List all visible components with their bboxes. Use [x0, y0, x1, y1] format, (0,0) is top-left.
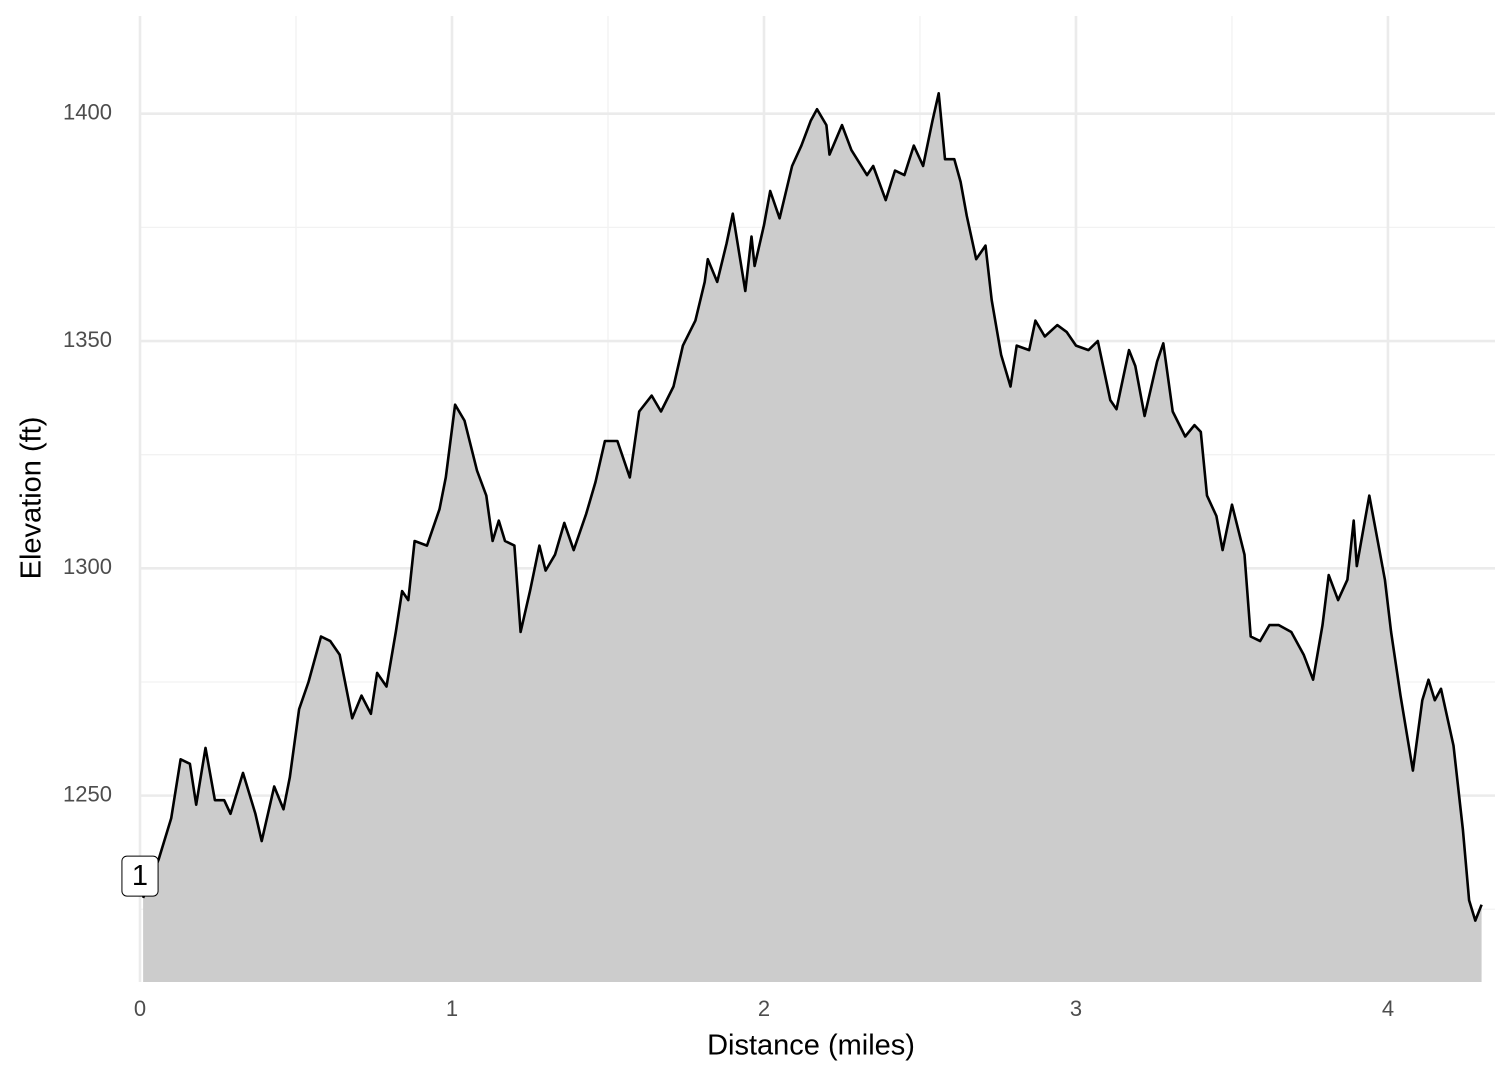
x-tick-label: 2 — [758, 996, 770, 1021]
x-tick-label: 0 — [134, 996, 146, 1021]
elevation-line — [141, 92, 1483, 922]
y-tick-label: 1350 — [63, 327, 112, 352]
y-tick-label: 1300 — [63, 554, 112, 579]
x-axis-title: Distance (miles) — [707, 1030, 915, 1062]
x-tick-label: 1 — [446, 996, 458, 1021]
x-tick-label: 4 — [1382, 996, 1394, 1021]
y-tick-label: 1250 — [63, 781, 112, 806]
y-tick-label: 1400 — [63, 100, 112, 125]
x-tick-label: 3 — [1070, 996, 1082, 1021]
annotation-box — [121, 855, 159, 897]
y-axis-title: Elevation (ft) — [16, 417, 48, 580]
area-fill — [143, 93, 1482, 983]
annotation-label: 1 — [132, 860, 148, 892]
